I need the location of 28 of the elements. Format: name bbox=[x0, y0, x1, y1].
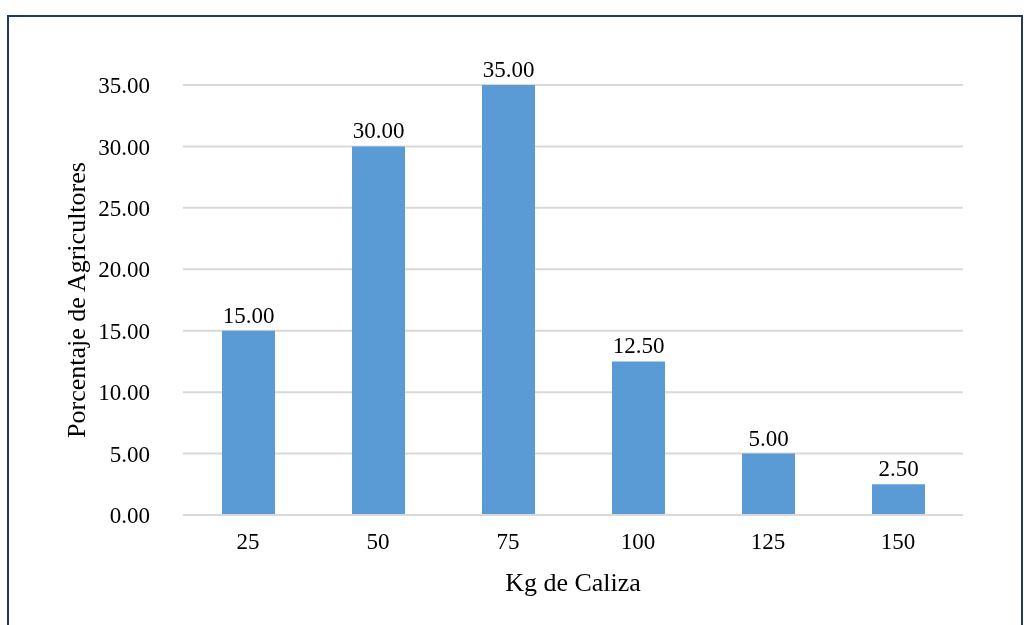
data-label: 35.00 bbox=[482, 57, 535, 82]
data-label: 12.50 bbox=[612, 333, 665, 359]
x-tick-label: 50 bbox=[366, 529, 390, 555]
y-tick-label: 25.00 bbox=[98, 196, 150, 222]
x-tick-label: 100 bbox=[620, 529, 656, 555]
bar bbox=[482, 85, 535, 515]
y-tick-label: 20.00 bbox=[98, 257, 150, 283]
x-tick-label: 150 bbox=[880, 529, 916, 555]
x-tick-label: 125 bbox=[750, 529, 786, 555]
x-tick-label: 75 bbox=[496, 529, 520, 555]
data-label: 15.00 bbox=[222, 302, 275, 328]
x-axis-title: Kg de Caliza bbox=[505, 568, 642, 597]
x-tick-label: 25 bbox=[236, 529, 260, 555]
data-label: 30.00 bbox=[352, 118, 405, 144]
y-tick-label: 30.00 bbox=[98, 134, 150, 160]
y-tick-label: 15.00 bbox=[98, 318, 150, 344]
bar bbox=[612, 361, 665, 515]
y-tick-label: 0.00 bbox=[109, 503, 150, 529]
data-label: 5.00 bbox=[748, 425, 789, 451]
bar bbox=[222, 330, 275, 515]
y-axis-title: Porcentaje de Agricultores bbox=[61, 162, 91, 438]
bar bbox=[352, 146, 405, 515]
y-tick-label: 5.00 bbox=[109, 441, 150, 467]
bar bbox=[872, 484, 925, 515]
y-tick-label: 35.00 bbox=[98, 73, 150, 99]
bar bbox=[742, 453, 795, 515]
y-tick-label: 10.00 bbox=[98, 380, 150, 406]
data-label: 2.50 bbox=[878, 456, 919, 482]
